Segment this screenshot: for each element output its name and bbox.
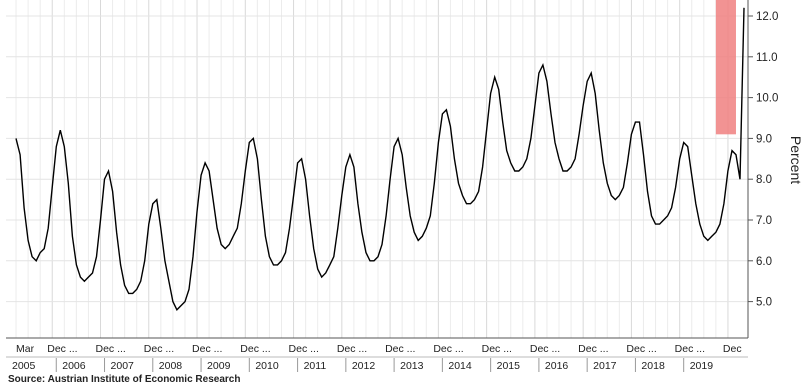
x-tick-label-year: 2019 bbox=[690, 360, 714, 372]
y-tick-label: 10.0 bbox=[756, 93, 778, 105]
x-tick-label-month: Dec ... bbox=[144, 343, 174, 355]
y-axis-label: Percent bbox=[788, 136, 804, 184]
x-tick-label-year: 2015 bbox=[497, 360, 521, 372]
x-tick-label-month: Mar bbox=[16, 343, 35, 355]
y-tick-label: 11.0 bbox=[756, 52, 778, 64]
x-tick-label-year: 2012 bbox=[352, 360, 376, 372]
y-tick-label: 6.0 bbox=[756, 256, 772, 268]
x-tick-label-month: Dec ... bbox=[675, 343, 705, 355]
x-tick-label-month: Dec ... bbox=[385, 343, 415, 355]
x-tick-label-year: 2016 bbox=[545, 360, 569, 372]
x-tick-label-month: Dec ... bbox=[192, 343, 222, 355]
x-tick-label-year: 2011 bbox=[304, 360, 327, 372]
x-tick-label-month: Dec ... bbox=[578, 343, 608, 355]
highlight-box bbox=[715, 0, 736, 135]
y-ticks: 5.0 6.0 7.0 8.0 9.0 10.0 11.0 12.0 bbox=[748, 11, 778, 309]
x-tick-label-month: Dec ... bbox=[433, 343, 463, 355]
x-tick-label-year: 2010 bbox=[255, 360, 279, 372]
x-tick-label-year: 2007 bbox=[111, 360, 135, 372]
x-tick-labels: Mar Dec ... Dec ... Dec ... Dec ... Dec ... De… bbox=[6, 343, 748, 372]
y-tick-label: 8.0 bbox=[756, 174, 772, 186]
source-note: Source: Austrian Institute of Economic R… bbox=[8, 374, 241, 385]
x-tick-label-month: Dec ... bbox=[289, 343, 319, 355]
grid bbox=[6, 0, 748, 338]
x-tick-label-month: Dec ... bbox=[240, 343, 270, 355]
x-tick-label-month: Dec ... bbox=[530, 343, 560, 355]
x-tick-label-year: 2009 bbox=[207, 360, 231, 372]
x-tick-label-year: 2013 bbox=[400, 360, 424, 372]
y-tick-label: 5.0 bbox=[756, 297, 772, 309]
x-tick-label-year: 2008 bbox=[159, 360, 183, 372]
x-tick-label-month: Dec ... bbox=[96, 343, 126, 355]
x-tick-label-month: Dec bbox=[723, 343, 742, 355]
x-tick-label-month: Dec ... bbox=[47, 343, 77, 355]
x-tick-label-year: 2018 bbox=[641, 360, 665, 372]
y-tick-label: 9.0 bbox=[756, 133, 772, 145]
x-tick-label-month: Dec ... bbox=[626, 343, 656, 355]
series-line bbox=[15, 7, 745, 312]
y-tick-label: 7.0 bbox=[756, 215, 772, 227]
y-tick-label: 12.0 bbox=[756, 11, 778, 23]
x-tick-label-year: 2005 bbox=[12, 360, 36, 372]
x-tick-label-year: 2017 bbox=[593, 360, 617, 372]
x-tick-label-year: 2006 bbox=[62, 360, 86, 372]
x-tick-label-month: Dec ... bbox=[337, 343, 367, 355]
x-tick-label-year: 2014 bbox=[448, 360, 472, 372]
x-tick-label-month: Dec ... bbox=[482, 343, 512, 355]
